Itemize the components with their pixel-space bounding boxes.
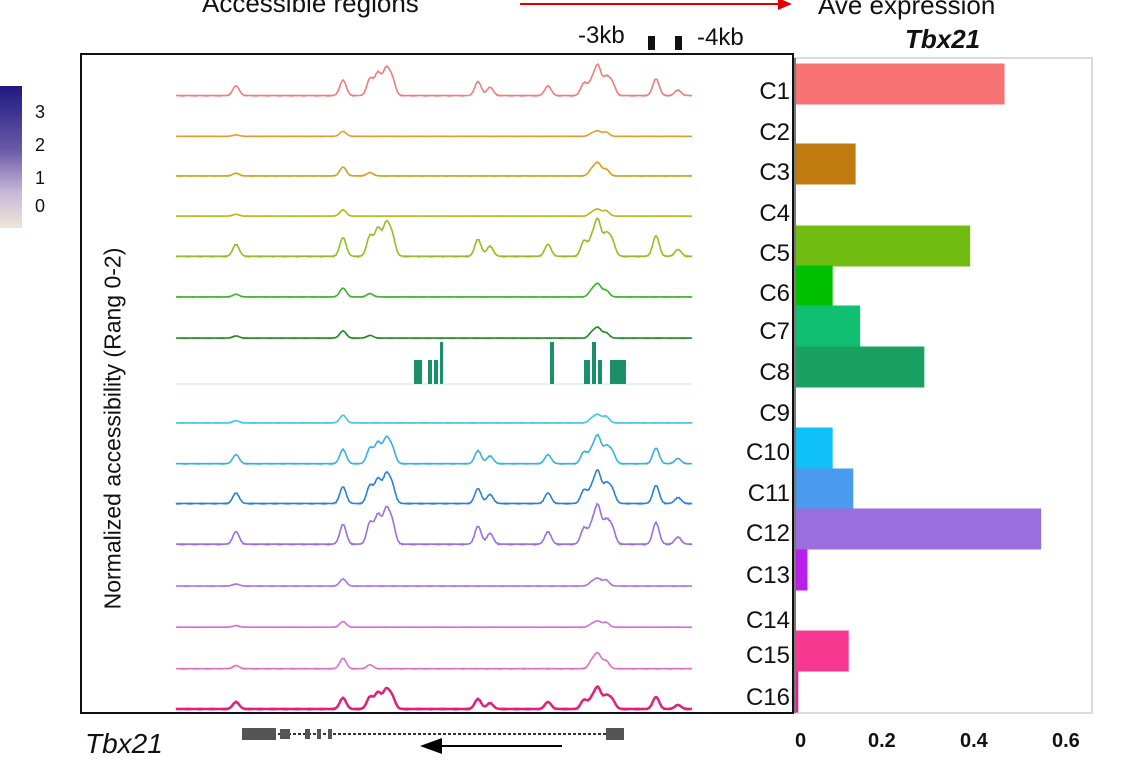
track-c13 [175, 577, 693, 588]
bar-c6 [796, 265, 833, 307]
gene-label: Tbx21 [85, 728, 163, 759]
cluster-label: C7 [759, 318, 790, 345]
track-block [440, 342, 443, 384]
track-c4 [175, 207, 693, 218]
cluster-label: C3 [759, 159, 790, 186]
cluster-label: C4 [759, 200, 790, 227]
colorbar-tick: 0 [35, 196, 46, 216]
cluster-label: C9 [759, 400, 790, 427]
x-tick-label: 0.2 [868, 730, 896, 752]
track-c6 [175, 282, 693, 299]
x-tick-label: 0.4 [960, 730, 988, 752]
accessibility-tracks [175, 63, 693, 711]
track-block [592, 342, 596, 384]
gene-exon [280, 729, 290, 739]
track-block [584, 360, 590, 384]
region-marker-block [675, 36, 682, 50]
bar-c5 [796, 225, 971, 267]
bar-c13 [796, 549, 808, 591]
cluster-label: C13 [745, 562, 790, 589]
cluster-label: C14 [745, 607, 790, 634]
track-c7 [175, 325, 693, 340]
cluster-label: C1 [759, 78, 790, 105]
colorbar-tick: 2 [35, 135, 46, 155]
gene-exon [328, 729, 332, 739]
tracks-frame [80, 53, 794, 714]
bar-c12 [796, 508, 1042, 550]
cluster-label: C6 [759, 280, 790, 307]
direction-arrow-head [778, 0, 792, 10]
cluster-label: C11 [747, 480, 790, 507]
bar-c16 [796, 671, 799, 713]
accessibility-title: Accessible regions [202, 0, 419, 18]
track-c11 [175, 469, 693, 506]
region-marker-3kb: -3kb [578, 22, 625, 49]
track-c12 [176, 502, 693, 547]
track-block [550, 342, 554, 384]
track-c2 [175, 129, 692, 138]
cluster-label: C15 [745, 642, 790, 669]
gene-exon [317, 729, 321, 739]
bar-c10 [796, 427, 833, 469]
track-c15 [175, 651, 693, 671]
track-c10 [175, 433, 693, 466]
colorbar-tick: 1 [35, 168, 46, 188]
bar-c3 [796, 143, 856, 185]
x-tick-label: 0 [795, 730, 807, 752]
track-c3 [175, 161, 693, 178]
track-block [434, 360, 438, 384]
expression-bars [796, 63, 1042, 713]
track-block [610, 360, 626, 384]
track-block [598, 360, 602, 384]
gene-exon [305, 729, 310, 739]
colorbar [0, 86, 22, 228]
bar-c15 [796, 630, 849, 672]
gene-exon [606, 728, 624, 740]
track-c5 [175, 217, 693, 259]
cluster-label: C12 [745, 520, 790, 547]
track-c14 [175, 619, 693, 629]
track-c9 [175, 413, 693, 425]
track-block [414, 360, 422, 384]
track-c1 [176, 63, 693, 98]
gene-exon [242, 728, 276, 740]
cluster-label: C2 [759, 119, 790, 146]
colorbar-tick: 3 [35, 102, 46, 122]
region-marker-block [648, 36, 655, 50]
expression-gene-title: Tbx21 [905, 24, 981, 54]
cluster-label: C5 [759, 240, 790, 267]
gene-direction-arrowhead [420, 738, 442, 754]
bar-c11 [796, 468, 854, 510]
bar-c1 [796, 63, 1005, 105]
cluster-label: C16 [745, 684, 790, 711]
expression-title: Ave expression [818, 0, 996, 20]
cluster-label: C10 [745, 439, 790, 466]
bar-c8 [796, 346, 925, 388]
cluster-label: C8 [759, 359, 790, 386]
x-tick-label: 0.6 [1052, 730, 1080, 752]
track-block [428, 360, 432, 384]
gene-model [242, 728, 624, 754]
bar-c7 [796, 305, 861, 347]
region-marker-4kb: -4kb [697, 24, 744, 51]
track-c16 [175, 685, 693, 711]
